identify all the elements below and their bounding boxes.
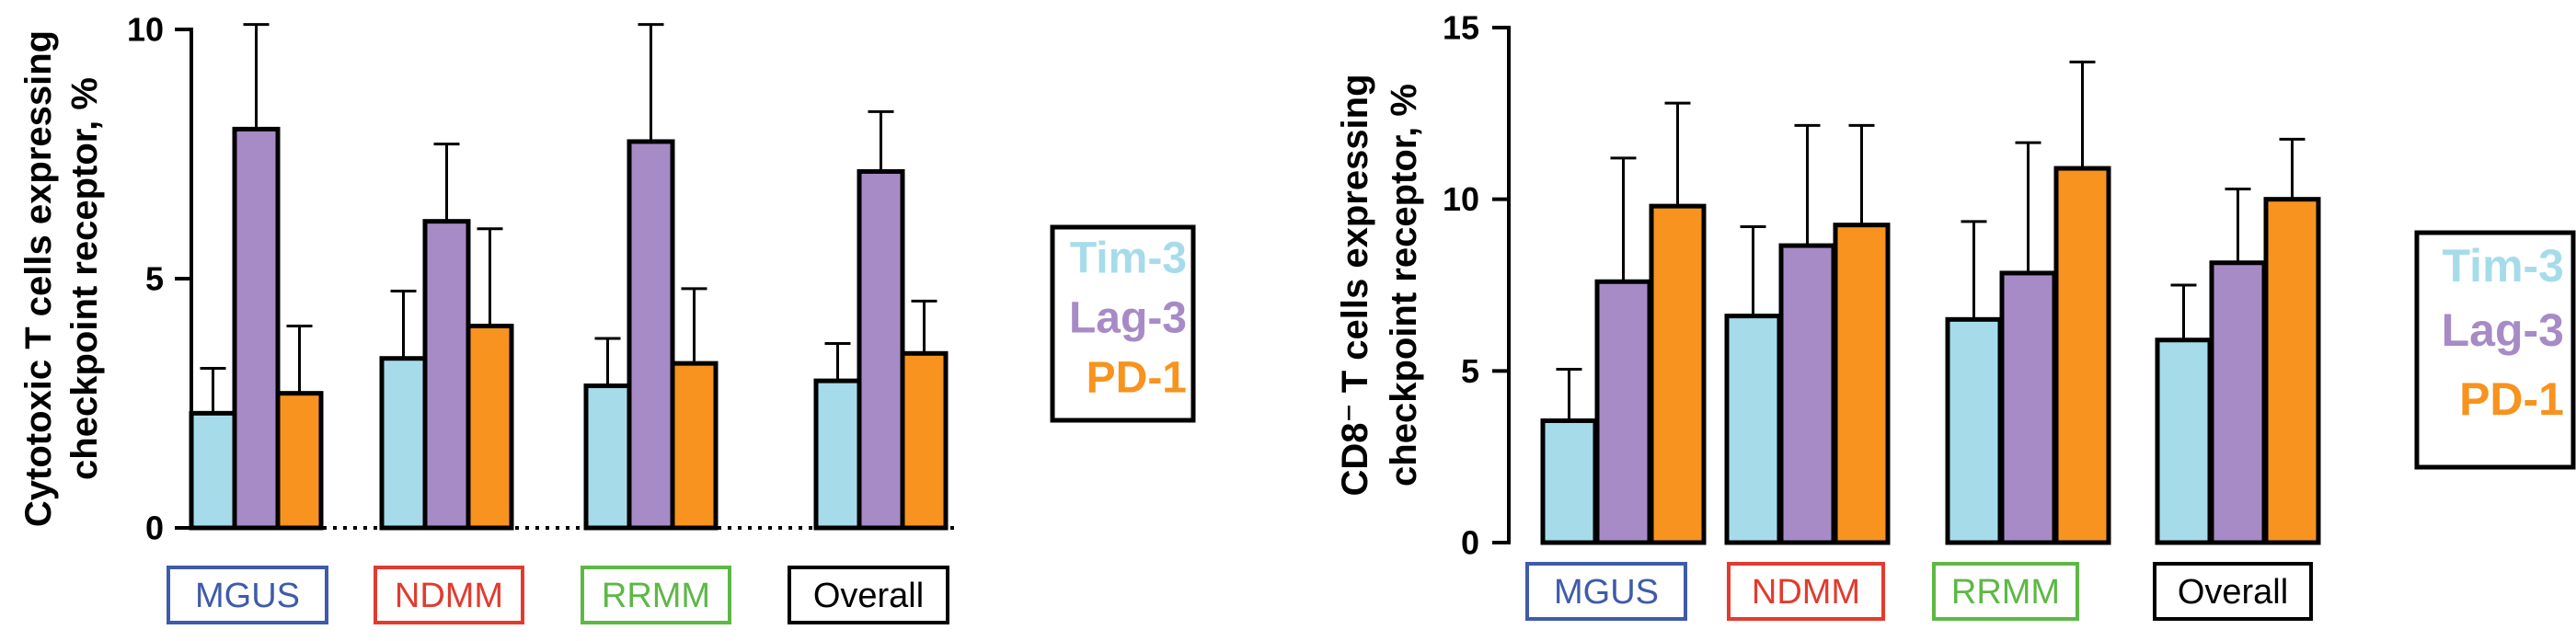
chart1-ylabel-line2: checkpoint receptor, %	[64, 77, 105, 480]
chart2-bar-mgus-pd-1	[1649, 203, 1707, 545]
chart1-legend-box	[1050, 224, 1196, 423]
chart1-category-label-ndmm: NDMM	[395, 577, 503, 615]
chart2-legend-pd-1: PD-1	[2459, 373, 2564, 425]
chart1-bar-ndmm-pd-1	[466, 323, 514, 531]
chart2-ytick-label: 10	[1443, 180, 1479, 218]
chart2-bar-rrmm-tim-3	[1945, 316, 2003, 545]
chart2-category-label-overall: Overall	[2178, 573, 2288, 612]
chart2-category-label-rrmm: RRMM	[1951, 573, 2060, 612]
chart1-legend-lag-3: Lag-3	[1069, 294, 1187, 343]
chart2-bar-mgus-tim-3	[1540, 418, 1598, 545]
chart2-category-box-rrmm	[1932, 562, 2079, 621]
chart1-legend-tim-3: Tim-3	[1070, 235, 1187, 283]
chart1-ytick-label: 5	[145, 260, 164, 298]
chart2-category-label-mgus: MGUS	[1554, 573, 1659, 612]
chart2-bar-rrmm-lag-3	[1999, 270, 2057, 545]
chart2-ylabel-line2: checkpoint receptor, %	[1384, 84, 1424, 486]
chart1-category-box-mgus	[167, 566, 328, 624]
chart1-bar-rrmm-pd-1	[670, 361, 719, 531]
chart1-category-label-mgus: MGUS	[195, 577, 300, 615]
chart2-bar-ndmm-pd-1	[1833, 223, 1891, 545]
chart1-category-box-rrmm	[581, 566, 731, 624]
chart1-category-box-ndmm	[374, 566, 524, 624]
chart1-bar-ndmm-lag-3	[422, 219, 471, 531]
chart1-ytick-label: 10	[127, 11, 164, 49]
chart1-category-label-rrmm: RRMM	[602, 577, 710, 615]
chart2-bar-overall-lag-3	[2209, 260, 2267, 545]
chart2-bar-overall-tim-3	[2155, 338, 2213, 545]
chart1-bar-rrmm-tim-3	[583, 383, 632, 531]
chart2-ytick-label: 5	[1461, 352, 1479, 390]
chart2-ytick-label: 15	[1443, 9, 1479, 47]
chart2-bar-overall-pd-1	[2263, 197, 2321, 545]
chart1-legend-pd-1: PD-1	[1087, 354, 1187, 403]
chart1-category-box-overall	[788, 566, 949, 624]
chart1-bar-mgus-pd-1	[275, 391, 324, 531]
chart1-bar-overall-pd-1	[900, 350, 949, 531]
chart1-bar-mgus-tim-3	[189, 410, 237, 531]
chart2-legend-box	[2414, 230, 2576, 470]
chart2-legend-lag-3: Lag-3	[2442, 304, 2564, 356]
chart2-ytick-label: 0	[1461, 524, 1479, 562]
chart1-ylabel-line1: Cytotoxic T cells expressing	[18, 30, 59, 527]
chart2-category-box-ndmm	[1727, 562, 1885, 621]
chart2-bar-ndmm-lag-3	[1778, 243, 1836, 545]
chart2-legend-tim-3: Tim-3	[2443, 240, 2564, 292]
chart1-bar-ndmm-tim-3	[379, 356, 428, 531]
chart1-bar-rrmm-lag-3	[627, 139, 675, 531]
chart1-category-label-overall: Overall	[813, 577, 924, 615]
chart2-category-box-overall	[2153, 562, 2313, 621]
chart1-bar-overall-tim-3	[813, 378, 862, 531]
chart2-category-box-mgus	[1525, 562, 1687, 621]
chart1-bar-mgus-lag-3	[232, 126, 281, 531]
chart2-bar-rrmm-pd-1	[2053, 166, 2111, 545]
chart1-ytick-label: 0	[145, 509, 164, 547]
chart1-bar-overall-lag-3	[857, 168, 905, 531]
chart2-bar-ndmm-tim-3	[1724, 314, 1782, 545]
chart2-bar-mgus-lag-3	[1594, 279, 1652, 545]
chart2-ylabel-line1: CD8⁻ T cells expressing	[1335, 74, 1375, 496]
chart2-category-label-ndmm: NDMM	[1752, 573, 1860, 612]
